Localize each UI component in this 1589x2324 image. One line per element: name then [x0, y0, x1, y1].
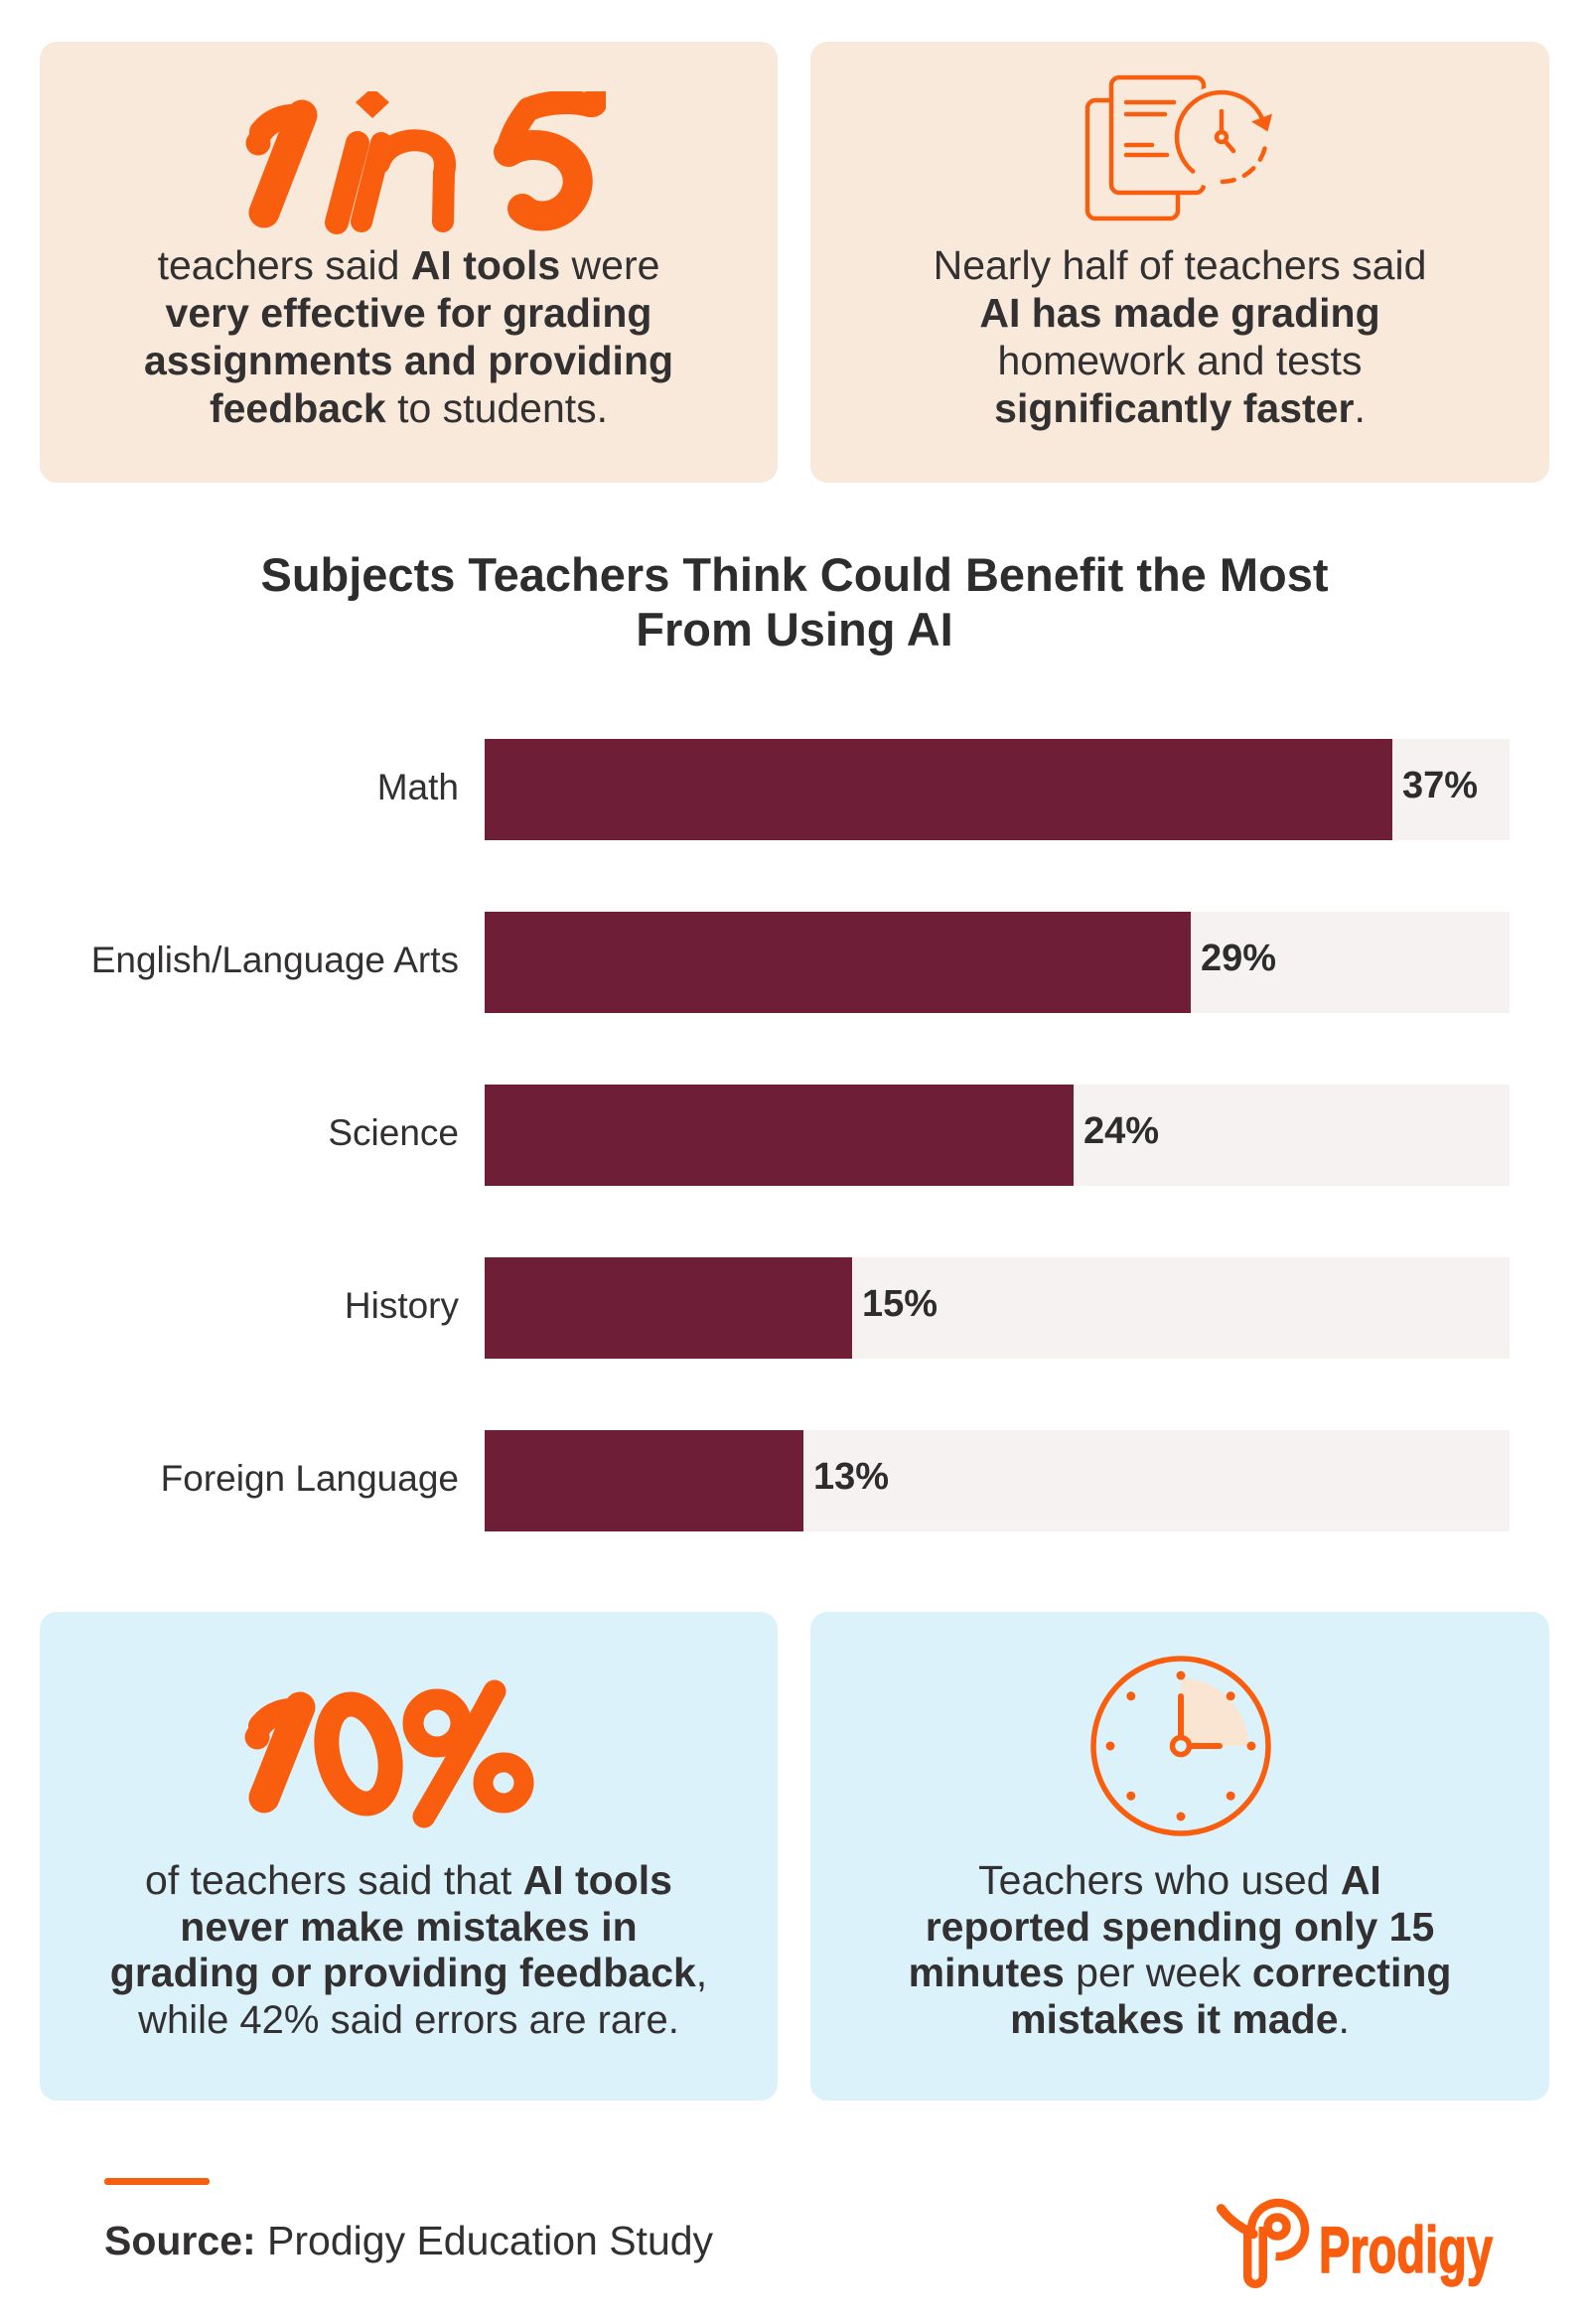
svg-text:Prodigy: Prodigy [1319, 2213, 1493, 2286]
